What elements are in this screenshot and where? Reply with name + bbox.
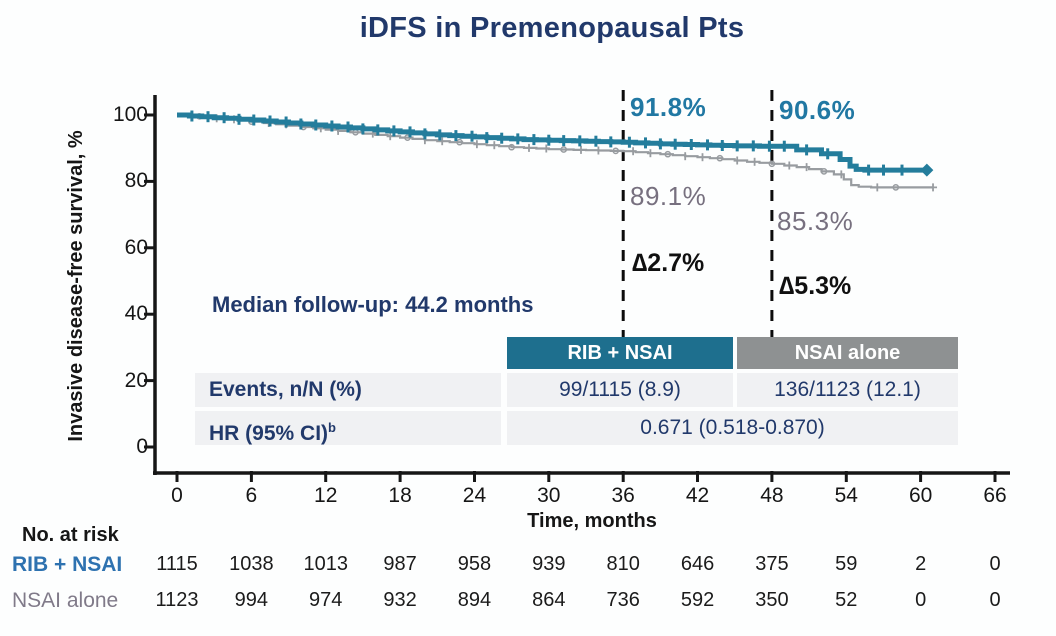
at-risk-count: 932	[383, 589, 417, 611]
censor-mark	[768, 160, 776, 168]
at-risk-count: 0	[989, 553, 1001, 575]
x-tick-label: 42	[685, 484, 710, 507]
at-risk-count: 958	[457, 553, 492, 575]
at-risk-label-nsai-alone: NSAI alone	[12, 589, 119, 612]
table-events-nsai-value: 136/1123 (12.1)	[737, 373, 958, 407]
at-risk-heading: No. at risk	[22, 524, 119, 546]
y-tick-label: 80	[124, 169, 148, 193]
at-risk-count: 0	[915, 589, 927, 611]
table-header-nsai-alone: NSAI alone	[737, 337, 958, 369]
at-risk-count: 646	[680, 553, 715, 575]
censor-mark	[716, 154, 724, 162]
x-axis-label: Time, months	[527, 510, 657, 532]
censor-mark	[508, 143, 515, 151]
end-marker-diamond	[920, 163, 934, 177]
hr-label-text: HR (95% CI)	[209, 422, 329, 445]
at-risk-label-rib-nsai: RIB + NSAI	[12, 553, 123, 576]
y-axis-label: Invasive disease-free survival, %	[65, 130, 87, 442]
censor-mark	[456, 138, 463, 146]
at-risk-count: 974	[309, 589, 343, 611]
landmark-36m-nsai-pct: 89.1%	[630, 181, 707, 211]
at-risk-count: 375	[755, 553, 789, 575]
x-tick-label: 60	[908, 484, 933, 507]
end-marker-cross	[929, 183, 938, 192]
table-events-rib-value: 99/1115 (8.9)	[507, 373, 733, 407]
table-hr-value: 0.671 (0.518-0.870)	[507, 411, 958, 445]
landmark-48m-nsai-pct: 85.3%	[777, 206, 854, 236]
table-row-events-label: Events, n/N (%)	[195, 373, 501, 407]
km-curve-rib-nsai	[177, 112, 927, 173]
median-followup-note: Median follow-up: 44.2 months	[212, 292, 534, 317]
x-tick-label: 48	[760, 484, 784, 507]
at-risk-count: 592	[680, 589, 715, 611]
at-risk-count: 736	[606, 589, 640, 611]
x-tick-label: 12	[314, 484, 338, 507]
hr-label-footnote-marker: b	[328, 420, 336, 435]
censor-mark	[404, 134, 411, 141]
x-tick-label: 36	[611, 484, 635, 507]
delta-48m: ∆5.3%	[779, 272, 852, 300]
x-tick-label: 24	[462, 484, 487, 507]
y-tick-label: 60	[124, 235, 148, 259]
at-risk-count: 350	[755, 589, 789, 611]
at-risk-count: 894	[457, 589, 492, 611]
y-tick-label: 20	[124, 368, 148, 392]
at-risk-count: 810	[606, 553, 640, 575]
x-tick-label: 54	[834, 484, 858, 507]
landmark-48m-rib-pct: 90.6%	[779, 95, 856, 125]
x-tick-label: 30	[537, 484, 561, 507]
delta-36m: ∆2.7%	[632, 249, 705, 277]
table-header-rib-nsai: RIB + NSAI	[507, 337, 733, 369]
at-risk-count: 0	[989, 589, 1001, 611]
x-tick-label: 6	[245, 484, 258, 507]
at-risk-count: 1013	[303, 553, 348, 575]
censor-mark	[892, 184, 900, 191]
censor-mark	[612, 147, 620, 155]
at-risk-count: 2	[915, 553, 927, 575]
at-risk-row-rib-nsai: RIB + NSAI 1115 1038 1013 987 958 939 810 646 37…	[0, 553, 1056, 579]
censor-mark	[560, 146, 568, 153]
y-tick-label: 100	[112, 103, 148, 126]
x-tick-label: 66	[983, 484, 1007, 507]
at-risk-count: 1123	[155, 589, 199, 611]
at-risk-count: 994	[234, 589, 269, 611]
y-tick-label: 40	[124, 302, 148, 326]
y-tick-label: 0	[136, 435, 148, 458]
at-risk-count: 1038	[229, 553, 274, 575]
page-title: iDFS in Premenopausal Pts	[359, 12, 745, 44]
at-risk-count: 939	[532, 553, 566, 575]
table-row-hr-label: HR (95% CI)b	[195, 411, 501, 445]
at-risk-count: 987	[383, 553, 417, 575]
x-tick-label: 0	[171, 484, 183, 507]
landmark-36m-rib-pct: 91.8%	[630, 92, 707, 122]
x-tick-label: 18	[388, 484, 412, 507]
censor-mark	[664, 150, 672, 158]
censor-mark	[820, 168, 828, 175]
at-risk-count: 59	[835, 553, 858, 575]
at-risk-count: 1115	[156, 553, 198, 575]
at-risk-count: 52	[835, 589, 858, 611]
at-risk-count: 864	[532, 589, 566, 611]
at-risk-row-nsai-alone: NSAI alone 1123 994 974 932 894 864 736 592 350 5…	[0, 589, 1056, 615]
